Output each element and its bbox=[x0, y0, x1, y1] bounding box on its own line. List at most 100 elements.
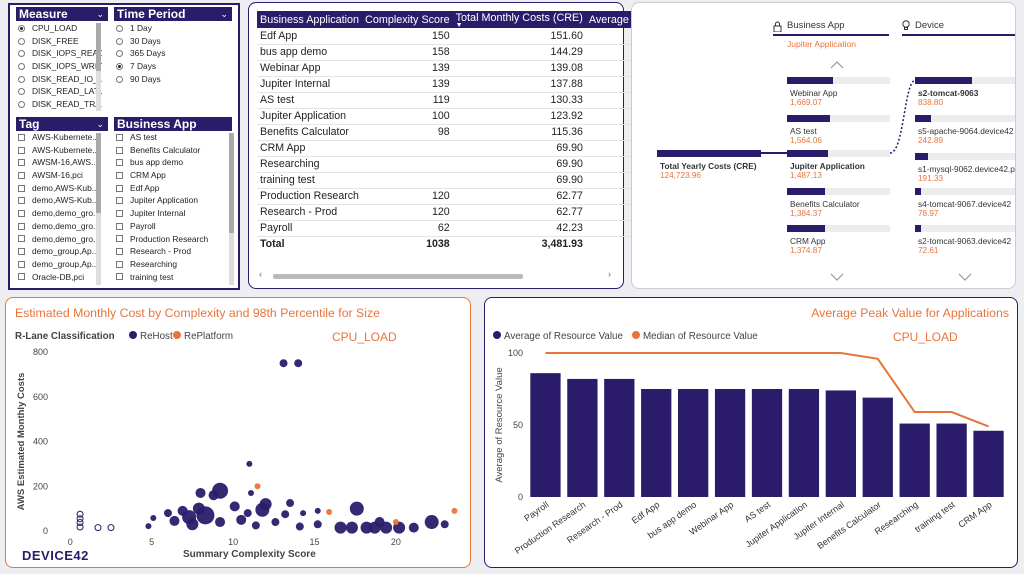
rehost-point[interactable] bbox=[281, 510, 290, 519]
rehost-point[interactable] bbox=[424, 515, 439, 530]
checkbox-icon[interactable] bbox=[18, 248, 25, 256]
rehost-point[interactable] bbox=[247, 489, 254, 496]
table-hscroll[interactable]: ‹ › bbox=[259, 269, 611, 280]
rehost-point[interactable] bbox=[76, 510, 84, 518]
device-node-bar[interactable] bbox=[915, 153, 928, 160]
table-row[interactable]: training test 69.90 bbox=[257, 172, 632, 189]
checkbox-icon[interactable] bbox=[116, 273, 123, 281]
radio-icon[interactable] bbox=[18, 50, 25, 58]
rehost-point[interactable] bbox=[212, 482, 229, 499]
business-app-option[interactable]: AS test bbox=[116, 131, 226, 144]
chevron-down-icon[interactable] bbox=[958, 268, 972, 286]
checkbox-icon[interactable] bbox=[116, 146, 123, 154]
average-bar[interactable] bbox=[604, 378, 635, 497]
col-total-monthly-costs[interactable]: Total Monthly Costs (CRE) ▼ bbox=[452, 11, 586, 28]
tag-scrollbar[interactable] bbox=[96, 133, 101, 285]
checkbox-icon[interactable] bbox=[116, 171, 123, 179]
app-node-bar[interactable] bbox=[787, 115, 830, 122]
time-period-option[interactable]: 30 Days bbox=[116, 35, 226, 48]
measure-option[interactable]: CPU_LOAD bbox=[18, 22, 102, 35]
rehost-point[interactable] bbox=[246, 460, 253, 467]
rehost-point[interactable] bbox=[107, 524, 115, 532]
app-node-bar[interactable] bbox=[787, 188, 825, 195]
legend-rehost[interactable]: ReHost bbox=[140, 331, 173, 342]
checkbox-icon[interactable] bbox=[116, 222, 123, 230]
checkbox-icon[interactable] bbox=[18, 171, 25, 179]
measure-option[interactable]: DISK_READ_TRA... bbox=[18, 98, 102, 111]
business-app-option[interactable]: Research - Prod bbox=[116, 245, 226, 258]
business-app-option[interactable]: Edf App bbox=[116, 182, 226, 195]
chevron-down-icon[interactable] bbox=[830, 268, 844, 286]
checkbox-icon[interactable] bbox=[18, 235, 25, 243]
business-app-option[interactable]: Payroll bbox=[116, 220, 226, 233]
business-app-option[interactable]: bus app demo bbox=[116, 156, 226, 169]
business-app-option[interactable]: Production Research bbox=[116, 233, 226, 246]
table-row[interactable]: Payroll 62 42.23 bbox=[257, 220, 632, 237]
rehost-point[interactable] bbox=[76, 518, 84, 526]
rehost-point[interactable] bbox=[169, 515, 180, 526]
rehost-point[interactable] bbox=[76, 515, 84, 523]
business-app-option[interactable]: Jupiter Application bbox=[116, 194, 226, 207]
rehost-point[interactable] bbox=[334, 521, 347, 534]
replatform-point[interactable] bbox=[451, 507, 458, 514]
tag-option[interactable]: demo_group,Ap... bbox=[18, 258, 102, 271]
average-bar[interactable] bbox=[973, 430, 1004, 497]
rehost-point[interactable] bbox=[349, 501, 364, 516]
tag-option[interactable]: Oracle-DB,pci bbox=[18, 271, 102, 284]
average-bar[interactable] bbox=[899, 423, 930, 497]
app-node-bar[interactable] bbox=[787, 225, 825, 232]
rehost-point[interactable] bbox=[313, 520, 322, 529]
rehost-point[interactable] bbox=[440, 520, 449, 529]
chevron-down-icon[interactable]: ⌄ bbox=[220, 9, 228, 19]
checkbox-icon[interactable] bbox=[18, 146, 25, 154]
scroll-right-icon[interactable]: › bbox=[608, 269, 611, 279]
table-row[interactable]: Jupiter Internal 139 137.88 bbox=[257, 76, 632, 93]
radio-icon[interactable] bbox=[18, 24, 25, 32]
table-row[interactable]: Jupiter Application 100 123.92 bbox=[257, 108, 632, 125]
average-bar[interactable] bbox=[751, 389, 783, 497]
tag-option[interactable]: AWSM-16,AWS... bbox=[18, 156, 102, 169]
median-line[interactable] bbox=[545, 352, 989, 428]
rehost-point[interactable] bbox=[251, 521, 260, 530]
radio-icon[interactable] bbox=[116, 50, 123, 58]
tag-slicer-header[interactable]: Tag ⌄ bbox=[16, 117, 108, 131]
device-node-bar[interactable] bbox=[915, 115, 931, 122]
table-row[interactable]: bus app demo 158 144.29 bbox=[257, 44, 632, 61]
measure-option[interactable]: DISK_FREE bbox=[18, 35, 102, 48]
average-bar[interactable] bbox=[530, 373, 561, 497]
business-app-scrollbar[interactable] bbox=[229, 133, 234, 285]
rehost-point[interactable] bbox=[345, 521, 358, 534]
radio-icon[interactable] bbox=[18, 100, 25, 108]
business-app-slicer-header[interactable]: Business App bbox=[114, 117, 232, 131]
tag-option[interactable]: AWSM-16,pci bbox=[18, 169, 102, 182]
business-app-option[interactable]: training test bbox=[116, 271, 226, 284]
radio-icon[interactable] bbox=[18, 37, 25, 45]
rehost-point[interactable] bbox=[150, 515, 157, 522]
tag-option[interactable]: demo,AWS-Kub... bbox=[18, 194, 102, 207]
rehost-point[interactable] bbox=[94, 524, 102, 532]
rehost-point[interactable] bbox=[380, 521, 393, 534]
average-bar[interactable] bbox=[641, 389, 672, 497]
col-business-application[interactable]: Business Application bbox=[257, 11, 363, 28]
rehost-point[interactable] bbox=[243, 509, 252, 518]
rehost-point[interactable] bbox=[295, 522, 304, 531]
checkbox-icon[interactable] bbox=[116, 197, 123, 205]
time-period-option[interactable]: 1 Day bbox=[116, 22, 226, 35]
measure-option[interactable]: DISK_IOPS_READ bbox=[18, 47, 102, 60]
average-bar[interactable] bbox=[825, 390, 856, 497]
checkbox-icon[interactable] bbox=[116, 133, 123, 141]
checkbox-icon[interactable] bbox=[18, 197, 25, 205]
rehost-point[interactable] bbox=[163, 509, 172, 518]
rehost-point[interactable] bbox=[186, 518, 199, 531]
radio-icon[interactable] bbox=[116, 24, 123, 32]
rehost-point[interactable] bbox=[271, 518, 280, 527]
table-row[interactable]: AS test 119 130.33 bbox=[257, 92, 632, 109]
tag-option[interactable]: demo_group,Ap... bbox=[18, 245, 102, 258]
rehost-point[interactable] bbox=[236, 514, 247, 525]
rehost-point[interactable] bbox=[286, 499, 295, 508]
app-node-bar[interactable] bbox=[787, 150, 828, 157]
checkbox-icon[interactable] bbox=[116, 248, 123, 256]
root-node-bar[interactable] bbox=[657, 150, 761, 157]
measure-option[interactable]: DISK_IOPS_WRITE bbox=[18, 60, 102, 73]
device-node-bar[interactable] bbox=[915, 77, 972, 84]
